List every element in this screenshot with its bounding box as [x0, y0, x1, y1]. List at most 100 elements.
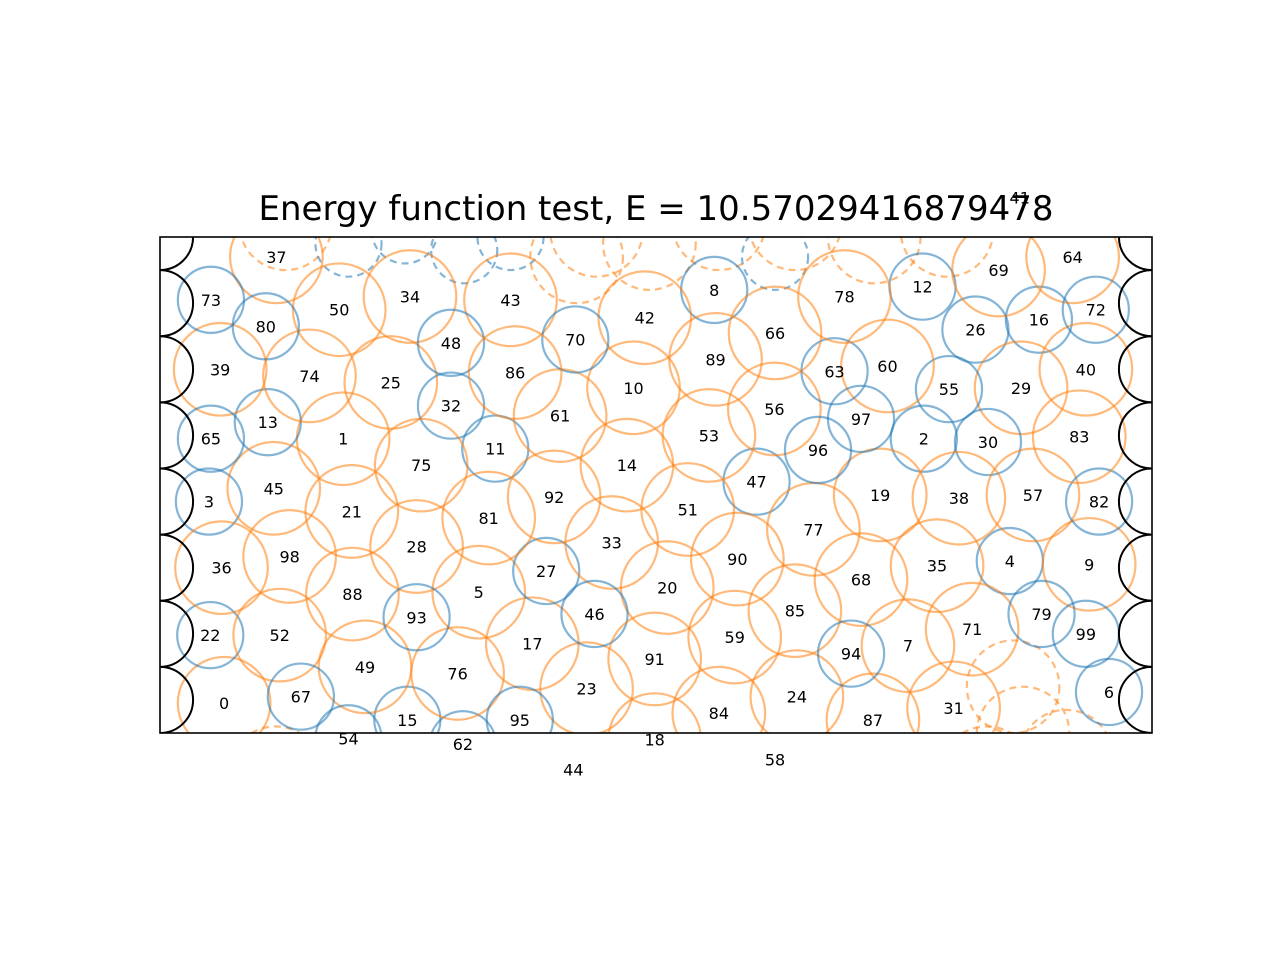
- circle-label-32: 32: [441, 397, 461, 416]
- circle-30: [953, 407, 1023, 477]
- circle-label-88: 88: [342, 585, 362, 604]
- circle-label-11: 11: [485, 440, 505, 459]
- circle-52: [232, 587, 328, 683]
- circle-95: [485, 685, 554, 733]
- circle-94: [816, 619, 886, 688]
- circle-57: [985, 447, 1081, 543]
- ghost-circle-5: [476, 237, 545, 272]
- circle-label-85: 85: [785, 602, 805, 621]
- right-wall-arc-2: [1117, 533, 1152, 602]
- circle-70: [541, 305, 610, 374]
- circle-label-26: 26: [965, 321, 985, 340]
- left-wall-arc-5: [160, 335, 195, 404]
- circle-label-76: 76: [447, 664, 467, 683]
- circle-label-52: 52: [270, 626, 290, 645]
- ghost-circle-2: [314, 237, 383, 278]
- circle-98: [242, 509, 338, 604]
- circle-label-14: 14: [617, 456, 637, 475]
- ghost-circle-17: [1024, 708, 1108, 733]
- ghost-circle-10: [740, 237, 810, 291]
- circle-label-46: 46: [584, 605, 604, 624]
- ghost-circle-3: [371, 237, 439, 265]
- circle-label-38: 38: [949, 489, 969, 508]
- circle-label-0: 0: [219, 694, 229, 713]
- boundary-wall-layer: [160, 237, 1152, 733]
- circle-label-22: 22: [200, 626, 220, 645]
- circle-89: [668, 311, 763, 407]
- left-wall-arc-0: [160, 665, 195, 733]
- ghost-circle-clip-group: [240, 237, 1108, 733]
- circle-68: [813, 532, 909, 627]
- circle-55: [914, 354, 984, 424]
- circle-3: [174, 467, 244, 536]
- circle-label-89: 89: [705, 350, 725, 369]
- circle-label-59: 59: [725, 628, 745, 647]
- circle-label-90: 90: [727, 550, 747, 569]
- circle-label-81: 81: [479, 509, 499, 528]
- circle-label-93: 93: [406, 608, 426, 627]
- circle-label-44: 44: [563, 760, 583, 779]
- circle-60: [840, 318, 935, 414]
- right-wall-arc-4: [1117, 401, 1152, 470]
- circle-46: [560, 579, 629, 649]
- circle-54: [314, 704, 383, 733]
- circle-43: [463, 252, 558, 348]
- circle-label-20: 20: [657, 579, 677, 598]
- circle-73: [176, 265, 246, 334]
- left-wall-arc-4: [160, 401, 195, 470]
- circle-label-50: 50: [329, 301, 349, 320]
- circle-45: [226, 440, 322, 536]
- circle-label-43: 43: [500, 291, 520, 310]
- circle-label-53: 53: [699, 426, 719, 445]
- circle-0: [176, 655, 272, 733]
- circle-label-68: 68: [851, 571, 871, 590]
- ghost-circle-12: [826, 237, 922, 285]
- right-wall-arc-0: [1117, 665, 1152, 733]
- circle-label-57: 57: [1023, 486, 1043, 505]
- circle-label-72: 72: [1086, 301, 1106, 320]
- circle-label-48: 48: [441, 334, 461, 353]
- circle-87: [825, 672, 921, 733]
- circle-35: [889, 518, 985, 614]
- left-wall-arc-1: [160, 599, 195, 668]
- ghost-circle-layer: [240, 237, 1108, 733]
- circle-78: [797, 249, 892, 344]
- circle-label-8: 8: [709, 281, 719, 300]
- circle-36: [174, 520, 269, 616]
- circle-label-70: 70: [565, 331, 585, 350]
- circle-64: [1025, 237, 1121, 305]
- circle-label-54: 54: [338, 729, 358, 748]
- circle-label-92: 92: [544, 488, 564, 507]
- circle-label-17: 17: [522, 635, 542, 654]
- circle-label-16: 16: [1029, 311, 1049, 330]
- ghost-circle-18: [975, 685, 1071, 733]
- circle-label-41: 41: [1010, 188, 1030, 207]
- ghost-circle-4: [430, 237, 499, 285]
- circle-label-12: 12: [912, 278, 932, 297]
- circle-67: [266, 662, 336, 731]
- circle-51: [640, 462, 736, 557]
- circle-37: [229, 237, 324, 305]
- plot-frame: [159, 236, 1153, 734]
- circle-label-71: 71: [962, 620, 982, 639]
- circle-76: [410, 626, 505, 721]
- right-wall-arc-3: [1117, 467, 1152, 536]
- circle-label-31: 31: [943, 699, 963, 718]
- circle-label-83: 83: [1069, 428, 1089, 447]
- circle-90: [689, 511, 785, 607]
- circle-label-5: 5: [474, 583, 484, 602]
- right-wall-arc-6: [1117, 269, 1152, 338]
- circle-69: [951, 237, 1046, 318]
- circle-label-7: 7: [903, 637, 913, 656]
- circle-label-94: 94: [841, 645, 861, 664]
- circle-label-96: 96: [808, 441, 828, 460]
- circle-50: [291, 262, 387, 358]
- ghost-circle-8: [602, 237, 697, 291]
- circle-40: [1038, 321, 1134, 417]
- circle-38: [911, 450, 1007, 546]
- circle-label-65: 65: [201, 430, 221, 449]
- circle-label-73: 73: [201, 291, 221, 310]
- circle-label-27: 27: [536, 562, 556, 581]
- circle-label-15: 15: [397, 711, 417, 730]
- circle-2: [889, 404, 959, 473]
